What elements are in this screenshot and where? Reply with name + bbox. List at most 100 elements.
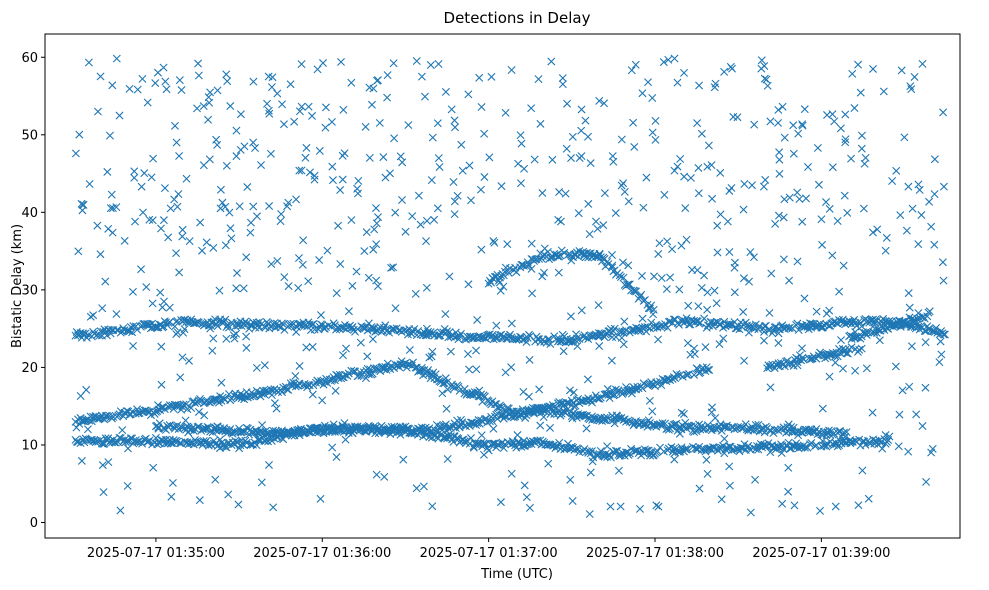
data-point xyxy=(664,55,673,64)
data-point xyxy=(508,407,517,416)
data-point xyxy=(348,428,357,437)
data-point xyxy=(795,195,804,204)
data-point xyxy=(670,455,679,464)
data-point xyxy=(118,426,127,435)
data-point xyxy=(594,394,603,403)
data-point xyxy=(84,58,93,67)
data-point xyxy=(368,324,377,333)
data-point xyxy=(825,204,834,213)
data-point xyxy=(483,418,492,427)
data-point xyxy=(560,248,569,257)
data-point xyxy=(648,451,657,460)
data-point xyxy=(637,290,646,299)
data-point xyxy=(179,400,188,409)
data-point xyxy=(593,224,602,233)
data-point xyxy=(108,228,117,237)
data-point xyxy=(442,404,451,413)
data-point xyxy=(472,365,481,374)
data-point xyxy=(567,154,576,163)
data-point xyxy=(894,442,903,451)
data-point xyxy=(222,322,231,331)
data-point xyxy=(324,321,333,330)
data-point xyxy=(837,336,845,345)
x-tick-label: 2025-07-17 01:35:00 xyxy=(87,546,225,561)
data-point xyxy=(935,358,944,367)
data-point xyxy=(412,56,421,65)
data-point xyxy=(98,304,107,313)
data-point xyxy=(635,504,644,513)
data-point xyxy=(851,366,860,375)
data-point xyxy=(831,358,840,367)
data-point xyxy=(267,83,276,92)
data-point xyxy=(374,213,383,222)
data-point xyxy=(749,253,758,262)
data-point xyxy=(241,436,250,445)
data-point xyxy=(565,386,574,395)
data-point xyxy=(712,299,721,308)
data-point xyxy=(634,324,643,333)
data-point xyxy=(750,120,759,129)
x-tick-label: 2025-07-17 01:37:00 xyxy=(420,546,558,561)
data-point xyxy=(771,219,780,228)
data-point xyxy=(123,444,132,453)
data-point xyxy=(594,301,603,310)
data-point xyxy=(181,416,190,425)
data-point xyxy=(707,161,716,170)
data-point xyxy=(347,216,356,225)
data-point xyxy=(74,438,83,446)
data-point xyxy=(760,74,769,83)
data-point xyxy=(835,287,844,296)
data-point xyxy=(310,175,319,184)
data-point xyxy=(680,68,689,77)
data-point xyxy=(337,57,345,66)
data-point xyxy=(170,121,179,130)
data-point xyxy=(463,350,472,358)
data-point xyxy=(213,86,222,95)
data-point xyxy=(690,370,699,379)
data-point xyxy=(838,315,847,324)
data-point xyxy=(253,212,262,221)
data-point xyxy=(242,343,251,352)
data-point xyxy=(360,247,369,256)
data-point xyxy=(608,261,617,270)
data-point xyxy=(581,116,590,125)
data-point xyxy=(730,425,739,434)
data-point xyxy=(467,434,475,443)
data-point xyxy=(566,475,575,484)
data-point xyxy=(267,429,276,438)
data-point xyxy=(608,333,617,342)
data-point xyxy=(264,460,273,469)
data-point xyxy=(372,276,381,285)
data-point xyxy=(746,248,755,257)
data-point xyxy=(800,105,809,114)
data-point xyxy=(292,195,301,204)
data-point xyxy=(657,421,666,430)
data-point xyxy=(242,332,251,341)
data-point xyxy=(313,65,322,74)
data-point xyxy=(434,331,443,340)
data-point xyxy=(223,77,232,86)
data-point xyxy=(236,110,245,119)
data-point xyxy=(625,280,634,289)
data-point xyxy=(784,420,793,429)
data-point xyxy=(778,499,787,508)
data-point xyxy=(501,263,510,272)
data-point xyxy=(451,123,460,132)
data-point xyxy=(496,286,505,295)
data-point xyxy=(895,410,904,419)
data-point xyxy=(365,153,374,162)
data-point xyxy=(555,188,564,197)
data-point xyxy=(274,322,283,331)
data-point xyxy=(616,273,625,282)
data-point xyxy=(315,256,324,265)
data-point xyxy=(558,330,567,339)
data-point xyxy=(257,478,266,487)
data-point xyxy=(339,105,348,114)
data-point xyxy=(198,424,207,433)
data-point xyxy=(887,320,896,329)
data-point xyxy=(250,438,259,447)
data-point xyxy=(683,445,692,454)
data-point xyxy=(497,182,506,191)
data-point xyxy=(235,393,244,402)
data-point xyxy=(538,189,547,198)
